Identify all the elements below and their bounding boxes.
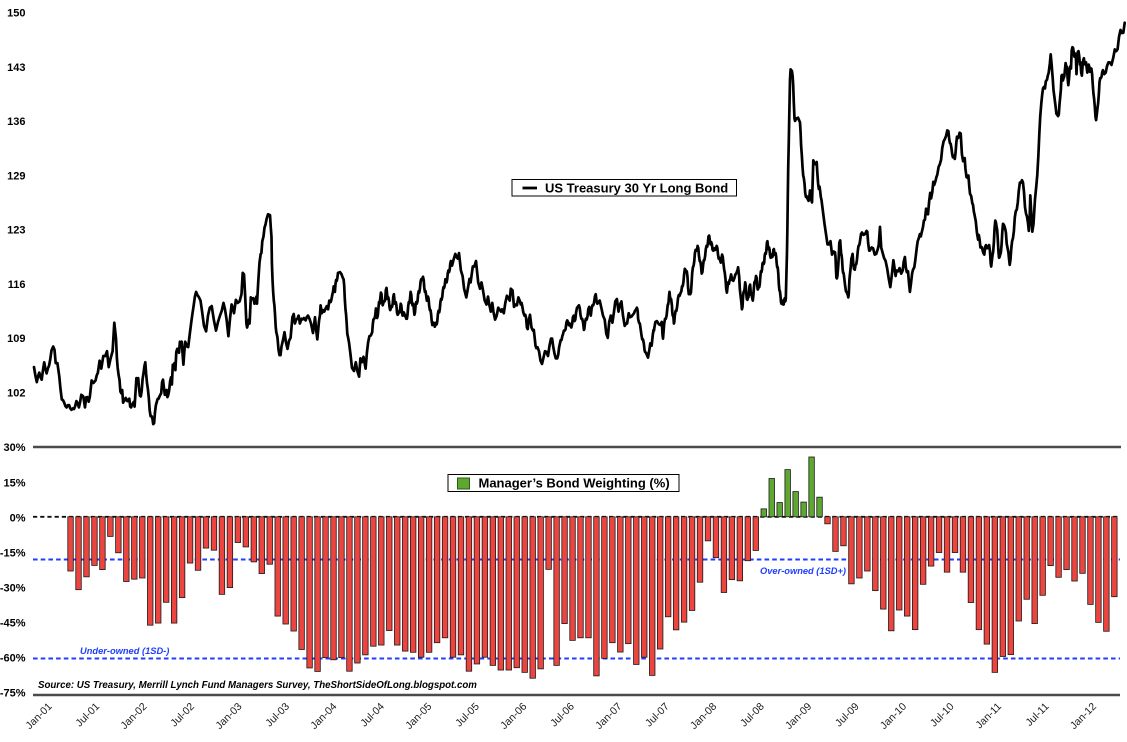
svg-text:Manager’s Bond Weighting (%): Manager’s Bond Weighting (%) — [479, 476, 670, 491]
svg-text:123: 123 — [7, 225, 25, 237]
svg-text:136: 136 — [7, 116, 25, 128]
svg-text:Source: US Treasury, Merrill L: Source: US Treasury, Merrill Lynch Fund … — [38, 680, 477, 691]
svg-text:30%: 30% — [3, 442, 25, 454]
svg-text:-15%: -15% — [0, 547, 26, 559]
svg-text:150: 150 — [7, 8, 25, 20]
svg-text:102: 102 — [7, 388, 25, 400]
svg-text:116: 116 — [8, 279, 26, 291]
svg-text:129: 129 — [7, 170, 25, 182]
svg-text:Under-owned (1SD-): Under-owned (1SD-) — [80, 646, 169, 656]
svg-text:-45%: -45% — [0, 617, 26, 629]
svg-text:-60%: -60% — [0, 653, 26, 665]
svg-text:109: 109 — [7, 333, 25, 345]
svg-text:-75%: -75% — [0, 688, 26, 700]
svg-text:15%: 15% — [3, 477, 25, 489]
svg-text:Over-owned (1SD+): Over-owned (1SD+) — [760, 566, 846, 576]
svg-text:0%: 0% — [10, 512, 26, 524]
svg-text:-30%: -30% — [0, 582, 26, 594]
svg-text:143: 143 — [7, 62, 25, 74]
svg-text:US Treasury 30 Yr Long Bond: US Treasury 30 Yr Long Bond — [545, 181, 728, 196]
